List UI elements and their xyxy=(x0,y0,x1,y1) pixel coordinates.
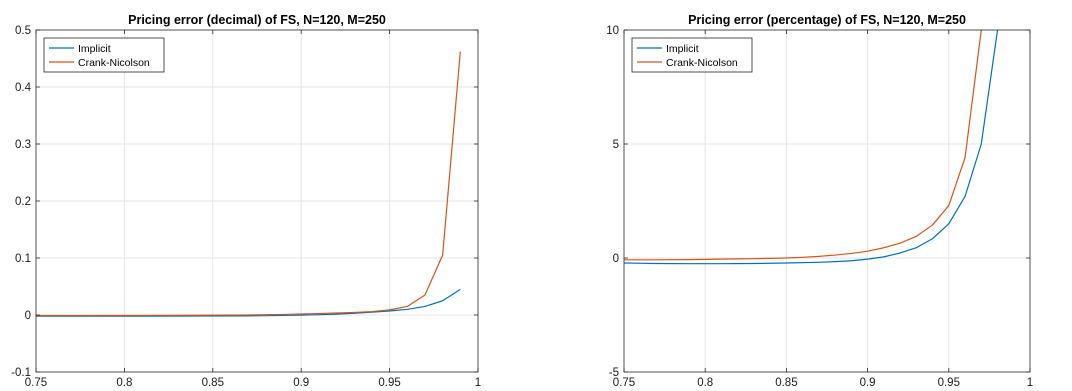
chart-1: 0.75 0.8 0.85 0.9 0.95 1 -0.1 0 0.1 0.2 0.3 0.4 0.5 P… xyxy=(11,13,481,389)
legend: Implicit Crank-Nicolson xyxy=(43,37,165,73)
legend-box xyxy=(631,37,753,73)
legend-entry: Crank-Nicolson xyxy=(78,57,150,69)
series-line-implicit xyxy=(624,30,999,265)
axes-box xyxy=(623,29,1031,373)
x-tick-label: 0.85 xyxy=(775,377,797,389)
x-tick-label: 1 xyxy=(1027,377,1033,389)
legend-entry: Implicit xyxy=(666,43,699,55)
chart-title: Pricing error (decimal) of FS, N=120, M=… xyxy=(128,13,386,27)
series-line-implicit xyxy=(36,288,461,317)
legend-entry: Implicit xyxy=(78,43,111,55)
y-tick-label: 0 xyxy=(25,310,31,322)
x-tick-label: 0.75 xyxy=(613,377,635,389)
y-tick-label: 0.5 xyxy=(15,25,31,37)
chart-title: Pricing error (percentage) of FS, N=120,… xyxy=(688,13,966,27)
legend-box xyxy=(43,37,165,73)
series-line-crank-nicolson xyxy=(36,51,461,317)
series-line-crank-nicolson xyxy=(624,30,982,261)
x-tick-label: 0.9 xyxy=(293,377,309,389)
x-tick-label: 0.75 xyxy=(25,377,47,389)
y-tick-label: 10 xyxy=(606,25,619,37)
x-tick-label: 0.8 xyxy=(697,377,713,389)
y-tick-label: 5 xyxy=(613,139,619,151)
x-tick-label: 1 xyxy=(475,377,481,389)
x-tick-label: 0.95 xyxy=(938,377,960,389)
y-tick-label: 0.2 xyxy=(15,196,31,208)
x-tick-label: 0.85 xyxy=(202,377,224,389)
y-tick-label: 0.3 xyxy=(15,139,31,151)
legend-entry: Crank-Nicolson xyxy=(666,57,738,69)
y-tick-label: -5 xyxy=(609,367,619,379)
y-tick-label: 0.1 xyxy=(15,253,31,265)
x-tick-label: 0.8 xyxy=(116,377,132,389)
x-tick-label: 0.95 xyxy=(378,377,400,389)
y-tick-label: -0.1 xyxy=(11,367,31,379)
y-tick-label: 0.4 xyxy=(15,82,32,94)
legend: Implicit Crank-Nicolson xyxy=(631,37,753,73)
y-tick-label: 0 xyxy=(613,253,619,265)
plot-area xyxy=(624,30,1030,372)
x-tick-label: 0.9 xyxy=(860,377,876,389)
chart-2: 0.75 0.8 0.85 0.9 0.95 1 -5 0 5 10 Pricing error (… xyxy=(606,13,1033,389)
